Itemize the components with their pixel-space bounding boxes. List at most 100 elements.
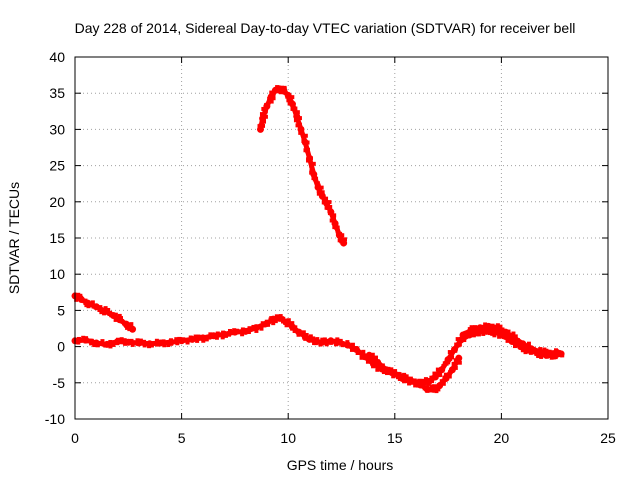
data-point — [370, 352, 375, 357]
data-point — [492, 333, 497, 338]
x-tick-label: 20 — [494, 430, 510, 446]
data-point — [74, 297, 79, 302]
data-point — [397, 376, 402, 381]
data-point — [474, 329, 479, 334]
data-point — [319, 185, 324, 190]
series-descending-start — [71, 292, 137, 333]
data-point — [162, 343, 167, 348]
data-point — [90, 300, 95, 305]
x-tick-label: 0 — [71, 430, 79, 446]
data-point — [345, 340, 350, 345]
data-point — [334, 342, 339, 347]
data-point — [271, 321, 276, 326]
data-point — [92, 343, 97, 348]
data-point — [286, 318, 291, 323]
data-point — [384, 371, 389, 376]
data-point — [108, 344, 113, 349]
y-tick-label: 5 — [57, 302, 65, 318]
data-point — [436, 387, 441, 392]
data-point — [129, 322, 134, 327]
data-point — [320, 337, 325, 342]
data-point — [147, 344, 152, 349]
data-point — [497, 334, 502, 339]
data-point — [254, 328, 259, 333]
data-point — [526, 341, 531, 346]
data-point — [220, 335, 225, 340]
y-tick-label: -10 — [45, 411, 65, 427]
y-tick-label: 20 — [49, 194, 65, 210]
data-point — [375, 367, 380, 372]
axis-ticks: 0 5 10 15 20 25 -10 -5 0 5 10 15 20 25 30 35 40 — [45, 49, 616, 446]
data-point — [315, 337, 320, 342]
data-point — [538, 347, 543, 352]
y-tick-label: 30 — [49, 121, 65, 137]
data-point — [135, 338, 140, 343]
data-point — [117, 313, 122, 318]
data-point — [536, 354, 541, 359]
y-axis-label: SDTVAR / TECUs — [6, 182, 22, 294]
data-point — [327, 200, 332, 205]
data-point — [297, 116, 302, 121]
data-point — [166, 343, 171, 348]
data-point — [201, 338, 206, 343]
data-point — [359, 355, 364, 360]
series-line — [72, 293, 136, 332]
x-axis-label: GPS time / hours — [287, 457, 394, 473]
data-point — [138, 338, 143, 343]
data-point — [303, 133, 308, 138]
series-line — [257, 86, 347, 246]
x-tick-label: 10 — [280, 430, 296, 446]
data-point — [491, 327, 496, 332]
y-tick-label: 35 — [49, 85, 65, 101]
data-point — [343, 237, 348, 242]
data-point — [469, 325, 474, 330]
grid-lines — [75, 57, 608, 419]
data-point — [539, 354, 544, 359]
data-point — [511, 331, 516, 336]
x-tick-label: 15 — [387, 430, 403, 446]
series-main-band — [71, 314, 565, 388]
data-point — [455, 337, 460, 342]
data-point — [389, 367, 394, 372]
series-upper-branch — [459, 322, 561, 358]
data-point — [402, 372, 407, 377]
data-point — [369, 359, 374, 364]
data-points — [71, 85, 565, 394]
data-point — [457, 360, 462, 365]
data-point — [495, 323, 500, 328]
data-point — [373, 355, 378, 360]
y-tick-label: 25 — [49, 158, 65, 174]
data-point — [290, 95, 295, 100]
data-point — [263, 114, 268, 119]
data-point — [432, 371, 437, 376]
y-tick-label: 10 — [49, 266, 65, 282]
y-tick-label: 15 — [49, 230, 65, 246]
data-point — [523, 350, 528, 355]
data-point — [271, 96, 276, 101]
data-point — [429, 384, 434, 389]
x-tick-label: 5 — [178, 430, 186, 446]
series-line — [72, 315, 564, 387]
chart-title: Day 228 of 2014, Sidereal Day-to-day VTE… — [75, 20, 576, 36]
data-point — [498, 324, 503, 329]
data-point — [240, 332, 245, 337]
data-point — [103, 306, 108, 311]
y-tick-label: 40 — [49, 49, 65, 65]
data-point — [76, 292, 81, 297]
data-point — [361, 349, 366, 354]
data-point — [290, 321, 295, 326]
data-point — [308, 334, 313, 339]
data-point — [278, 314, 283, 319]
data-point — [404, 374, 409, 379]
data-point — [435, 367, 440, 372]
series-line — [366, 352, 462, 392]
data-point — [119, 337, 124, 342]
data-point — [423, 377, 428, 382]
data-point — [100, 339, 105, 344]
series-line — [460, 323, 560, 356]
y-tick-label: 0 — [57, 339, 65, 355]
y-tick-label: -5 — [53, 375, 66, 391]
